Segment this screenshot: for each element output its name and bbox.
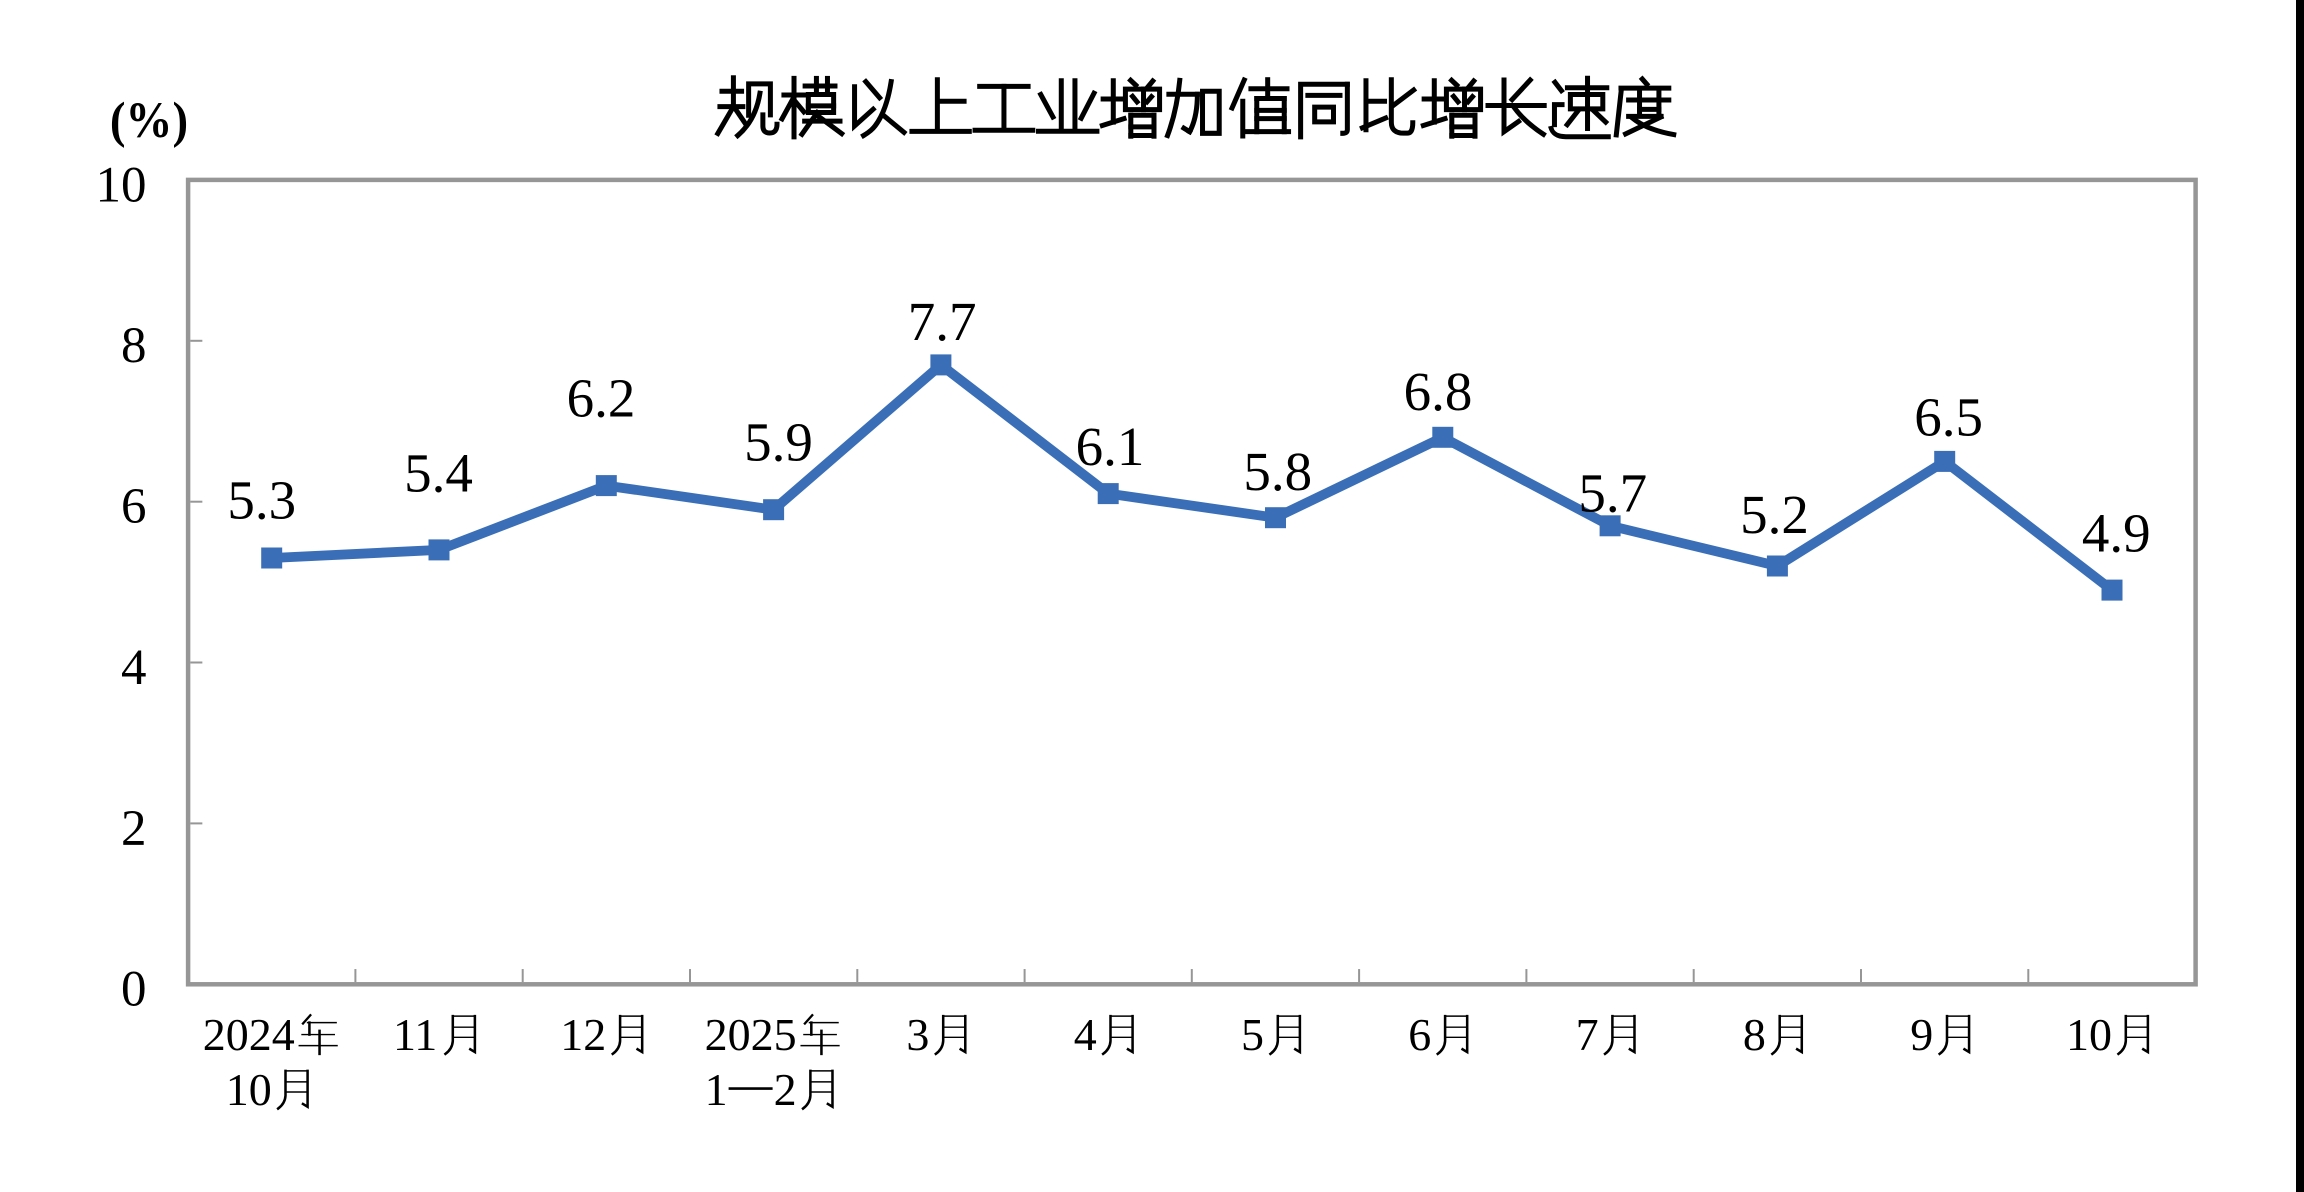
- svg-text:1: 1: [705, 1064, 728, 1115]
- svg-text:5.9: 5.9: [744, 412, 813, 473]
- svg-text:5.3: 5.3: [227, 470, 296, 531]
- svg-text:5.4: 5.4: [404, 442, 473, 503]
- svg-text:7: 7: [1576, 1009, 1599, 1060]
- svg-text:8: 8: [121, 318, 147, 374]
- svg-text:6.1: 6.1: [1076, 416, 1145, 477]
- svg-text:6: 6: [1408, 1009, 1431, 1060]
- svg-text:6.2: 6.2: [567, 367, 636, 428]
- svg-text:6.5: 6.5: [1914, 386, 1983, 447]
- svg-text:7.7: 7.7: [908, 291, 977, 352]
- svg-text:(%): (%): [110, 91, 188, 148]
- svg-text:10: 10: [2066, 1009, 2112, 1060]
- svg-text:6: 6: [121, 479, 147, 535]
- svg-text:5: 5: [1241, 1009, 1264, 1060]
- svg-text:4: 4: [121, 640, 147, 696]
- svg-text:4: 4: [1074, 1009, 1097, 1060]
- svg-text:10: 10: [96, 157, 147, 213]
- svg-text:2025: 2025: [705, 1009, 797, 1060]
- svg-text:0: 0: [121, 962, 147, 1018]
- svg-text:3: 3: [906, 1009, 929, 1060]
- svg-text:5.8: 5.8: [1243, 441, 1312, 502]
- svg-text:10: 10: [226, 1064, 272, 1115]
- svg-text:2: 2: [121, 801, 147, 857]
- svg-text:5.7: 5.7: [1578, 462, 1647, 523]
- svg-text:2024: 2024: [203, 1009, 295, 1060]
- svg-text:2: 2: [774, 1064, 797, 1115]
- svg-text:6.8: 6.8: [1404, 361, 1473, 422]
- svg-text:11: 11: [393, 1009, 437, 1060]
- svg-text:4.9: 4.9: [2082, 502, 2151, 563]
- svg-text:5.2: 5.2: [1740, 484, 1809, 545]
- svg-text:9: 9: [1910, 1009, 1933, 1060]
- svg-text:8: 8: [1743, 1009, 1766, 1060]
- svg-text:12: 12: [560, 1009, 606, 1060]
